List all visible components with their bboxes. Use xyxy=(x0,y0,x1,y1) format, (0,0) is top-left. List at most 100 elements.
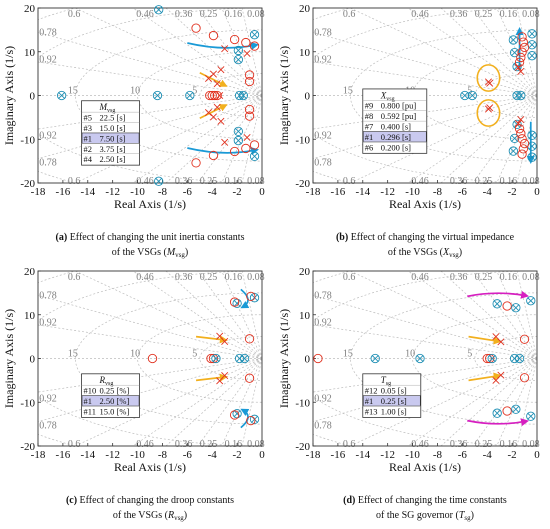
damping-ray xyxy=(349,358,537,446)
damping-label: 0.78 xyxy=(39,158,57,169)
zero-marker xyxy=(246,415,256,426)
legend-row-id: #3 xyxy=(84,123,93,133)
zero-marker xyxy=(208,353,219,364)
legend-row-id: #4 xyxy=(84,154,93,164)
damping-ray xyxy=(38,95,262,130)
legend-row-id: #8 xyxy=(365,111,374,121)
legend-row-id: #10 xyxy=(84,386,97,396)
pole-marker xyxy=(243,133,251,142)
pole-marker xyxy=(221,138,229,146)
zero-marker xyxy=(249,140,260,150)
panel-caption-line1: (c) Effect of changing the droop constan… xyxy=(66,495,234,506)
damping-label: 0.46 xyxy=(136,9,154,20)
y-tick-label: -10 xyxy=(20,397,35,409)
pole-marker xyxy=(204,109,213,117)
legend-row-id: #12 xyxy=(365,386,378,396)
zero-marker xyxy=(208,150,219,161)
pole-zero-marker xyxy=(239,353,250,364)
legend: Rvsg#10 0.25 [%] #1 2.50 [%] #11 15.0 [%] xyxy=(81,373,140,418)
pole-zero-marker xyxy=(511,303,521,313)
damping-ray xyxy=(313,61,537,96)
pole-zero-marker xyxy=(492,408,502,418)
pole-zero-marker xyxy=(527,51,537,61)
zero-marker xyxy=(241,37,251,48)
zero-marker xyxy=(517,32,527,42)
panel-a: 0.6 0.6 0.46 0.46 0.36 0.36 0.25 0.25 0.16 0.16 0.… xyxy=(2,3,265,259)
zero-marker xyxy=(229,410,240,420)
legend-row-id: #1 xyxy=(365,396,374,406)
damping-ray xyxy=(74,271,262,359)
legend-row-id: #5 xyxy=(84,113,93,123)
trend-arrow xyxy=(467,290,530,299)
damping-label: 0.25 xyxy=(475,9,493,20)
damping-ray xyxy=(313,358,537,393)
legend-row-value: 0.592 [pu] xyxy=(381,111,417,121)
y-axis-label: Imaginary Axis (1/s) xyxy=(2,309,16,408)
damping-label: 0.36 xyxy=(175,439,193,450)
y-tick-label: 10 xyxy=(24,310,36,322)
frequency-label: 15 xyxy=(343,86,353,97)
pole-zero-marker xyxy=(514,353,525,364)
damping-label: 0.92 xyxy=(314,318,332,329)
zero-marker xyxy=(519,373,530,383)
damping-label: 0.92 xyxy=(314,130,332,141)
pole-marker xyxy=(216,91,224,100)
damping-label: 0.25 xyxy=(200,9,218,20)
legend-row-id: #11 xyxy=(84,406,96,416)
panel-b: 0.6 0.6 0.46 0.46 0.36 0.36 0.25 0.25 0.16 0.16 0.… xyxy=(277,3,540,259)
x-axis-label: Real Axis (1/s) xyxy=(114,197,186,211)
y-tick-label: 20 xyxy=(24,3,36,15)
zero-marker xyxy=(241,143,251,154)
damping-label: 0.36 xyxy=(450,9,468,20)
x-axis-label: Real Axis (1/s) xyxy=(389,460,461,474)
trend-arrow xyxy=(468,335,502,345)
damping-label: 0.36 xyxy=(450,439,468,450)
zero-marker xyxy=(518,37,528,47)
damping-ray xyxy=(313,95,537,130)
damping-label: 0.08 xyxy=(522,9,540,20)
damping-label: 0.25 xyxy=(200,272,218,283)
damping-label: 0.92 xyxy=(39,55,57,66)
zero-marker xyxy=(229,297,240,307)
pole-zero-marker xyxy=(509,47,520,58)
x-tick-label: -12 xyxy=(105,449,120,461)
x-tick-label: -10 xyxy=(405,449,420,461)
pole-zero-marker xyxy=(233,126,244,137)
damping-label: 0.78 xyxy=(39,291,57,302)
trend-arrow xyxy=(195,335,228,344)
frequency-label: 10 xyxy=(130,349,140,360)
zero-marker xyxy=(482,353,492,364)
legend-row-value: 15.0 [s] xyxy=(100,123,126,133)
pole-zero-marker xyxy=(249,151,260,161)
damping-label: 0.78 xyxy=(314,421,332,432)
damping-label: 0.46 xyxy=(411,9,429,20)
x-axis-label: Real Axis (1/s) xyxy=(114,460,186,474)
pole-zero-marker xyxy=(509,353,520,364)
y-tick-label: 0 xyxy=(305,91,311,103)
damping-label: 0.25 xyxy=(475,176,493,187)
x-tick-label: 0 xyxy=(534,449,540,461)
damping-label: 0.16 xyxy=(225,439,243,450)
x-tick-label: -2 xyxy=(233,449,242,461)
zero-marker xyxy=(502,406,512,416)
highlight-ellipse xyxy=(476,99,501,127)
legend-row-id: #1 xyxy=(365,132,374,142)
x-tick-label: -14 xyxy=(80,449,95,461)
damping-label: 0.08 xyxy=(247,9,264,20)
damping-label: 0.16 xyxy=(225,9,243,20)
damping-label: 0.6 xyxy=(343,439,356,450)
damping-label: 0.16 xyxy=(500,9,518,20)
trend-arrow xyxy=(195,373,228,382)
damping-label: 0.78 xyxy=(314,28,332,39)
damping-label: 0.6 xyxy=(68,439,81,450)
damping-label: 0.25 xyxy=(475,272,493,283)
zero-marker xyxy=(517,47,527,57)
damping-label: 0.78 xyxy=(39,421,57,432)
pole-zero-marker xyxy=(238,90,248,101)
legend-row-id: #1 xyxy=(84,396,93,406)
x-tick-label: -4 xyxy=(208,449,218,461)
y-tick-label: 20 xyxy=(299,266,311,278)
damping-label: 0.92 xyxy=(314,393,332,404)
panel-caption-line2: of the VSGs (Rvsg) xyxy=(113,510,187,522)
